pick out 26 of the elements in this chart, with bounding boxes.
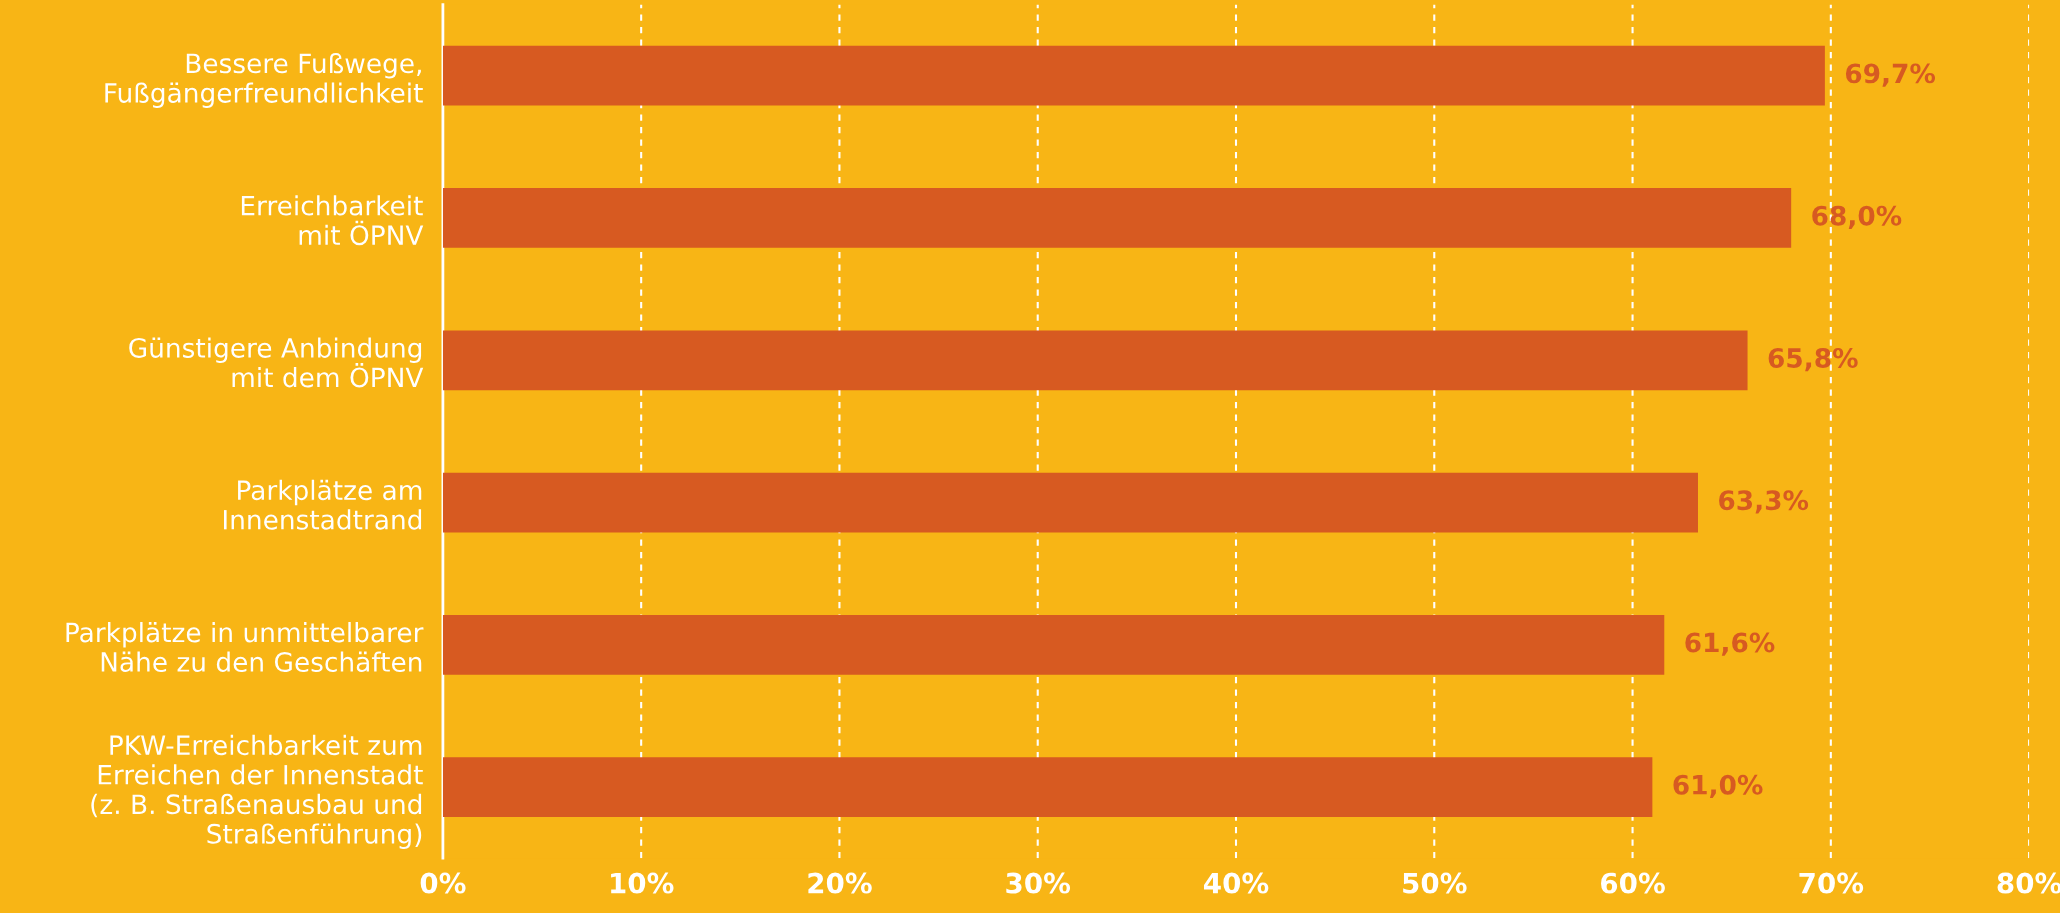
x-tick-label: 60% xyxy=(1601,872,1665,894)
bar xyxy=(442,45,1825,106)
data-label: 61,0% xyxy=(1673,774,1763,799)
y-tick-label: Günstigere Anbindung mit dem ÖPNV xyxy=(129,337,424,388)
x-tick-label: 20% xyxy=(808,872,872,894)
x-tick-label: 10% xyxy=(611,872,674,894)
data-label: 69,7% xyxy=(1845,63,1936,87)
bar xyxy=(442,757,1653,817)
x-tick-label: 30% xyxy=(1006,872,1071,894)
bar xyxy=(442,188,1792,248)
bar xyxy=(442,472,1698,533)
y-tick-label: Parkplätze in unmittelbarer Nähe zu den Geschäften xyxy=(66,622,424,672)
x-tick-label: 70% xyxy=(1799,872,1864,894)
bar xyxy=(442,330,1748,391)
y-tick-label: Bessere Fußwege, Fußgängerfreundlichkeit xyxy=(105,52,423,108)
y-tick-label: PKW-Erreichbarkeit zum Erreichen der Innenstadt (z. B. Straßenausbau und Straßenführung) xyxy=(91,734,423,849)
y-tick-label: Erreichbarkeit mit ÖPNV xyxy=(241,195,424,246)
data-label: 65,8% xyxy=(1768,347,1858,372)
data-label: 61,6% xyxy=(1685,632,1775,656)
x-tick-label: 40% xyxy=(1204,872,1269,894)
y-tick-label: Parkplätze am Innenstadtrand xyxy=(223,479,422,530)
data-label: 63,3% xyxy=(1719,490,1809,514)
bar xyxy=(442,614,1665,675)
data-label: 68,0% xyxy=(1812,205,1902,230)
x-tick-label: 0% xyxy=(420,872,466,894)
x-tick-label: 50% xyxy=(1403,872,1467,894)
